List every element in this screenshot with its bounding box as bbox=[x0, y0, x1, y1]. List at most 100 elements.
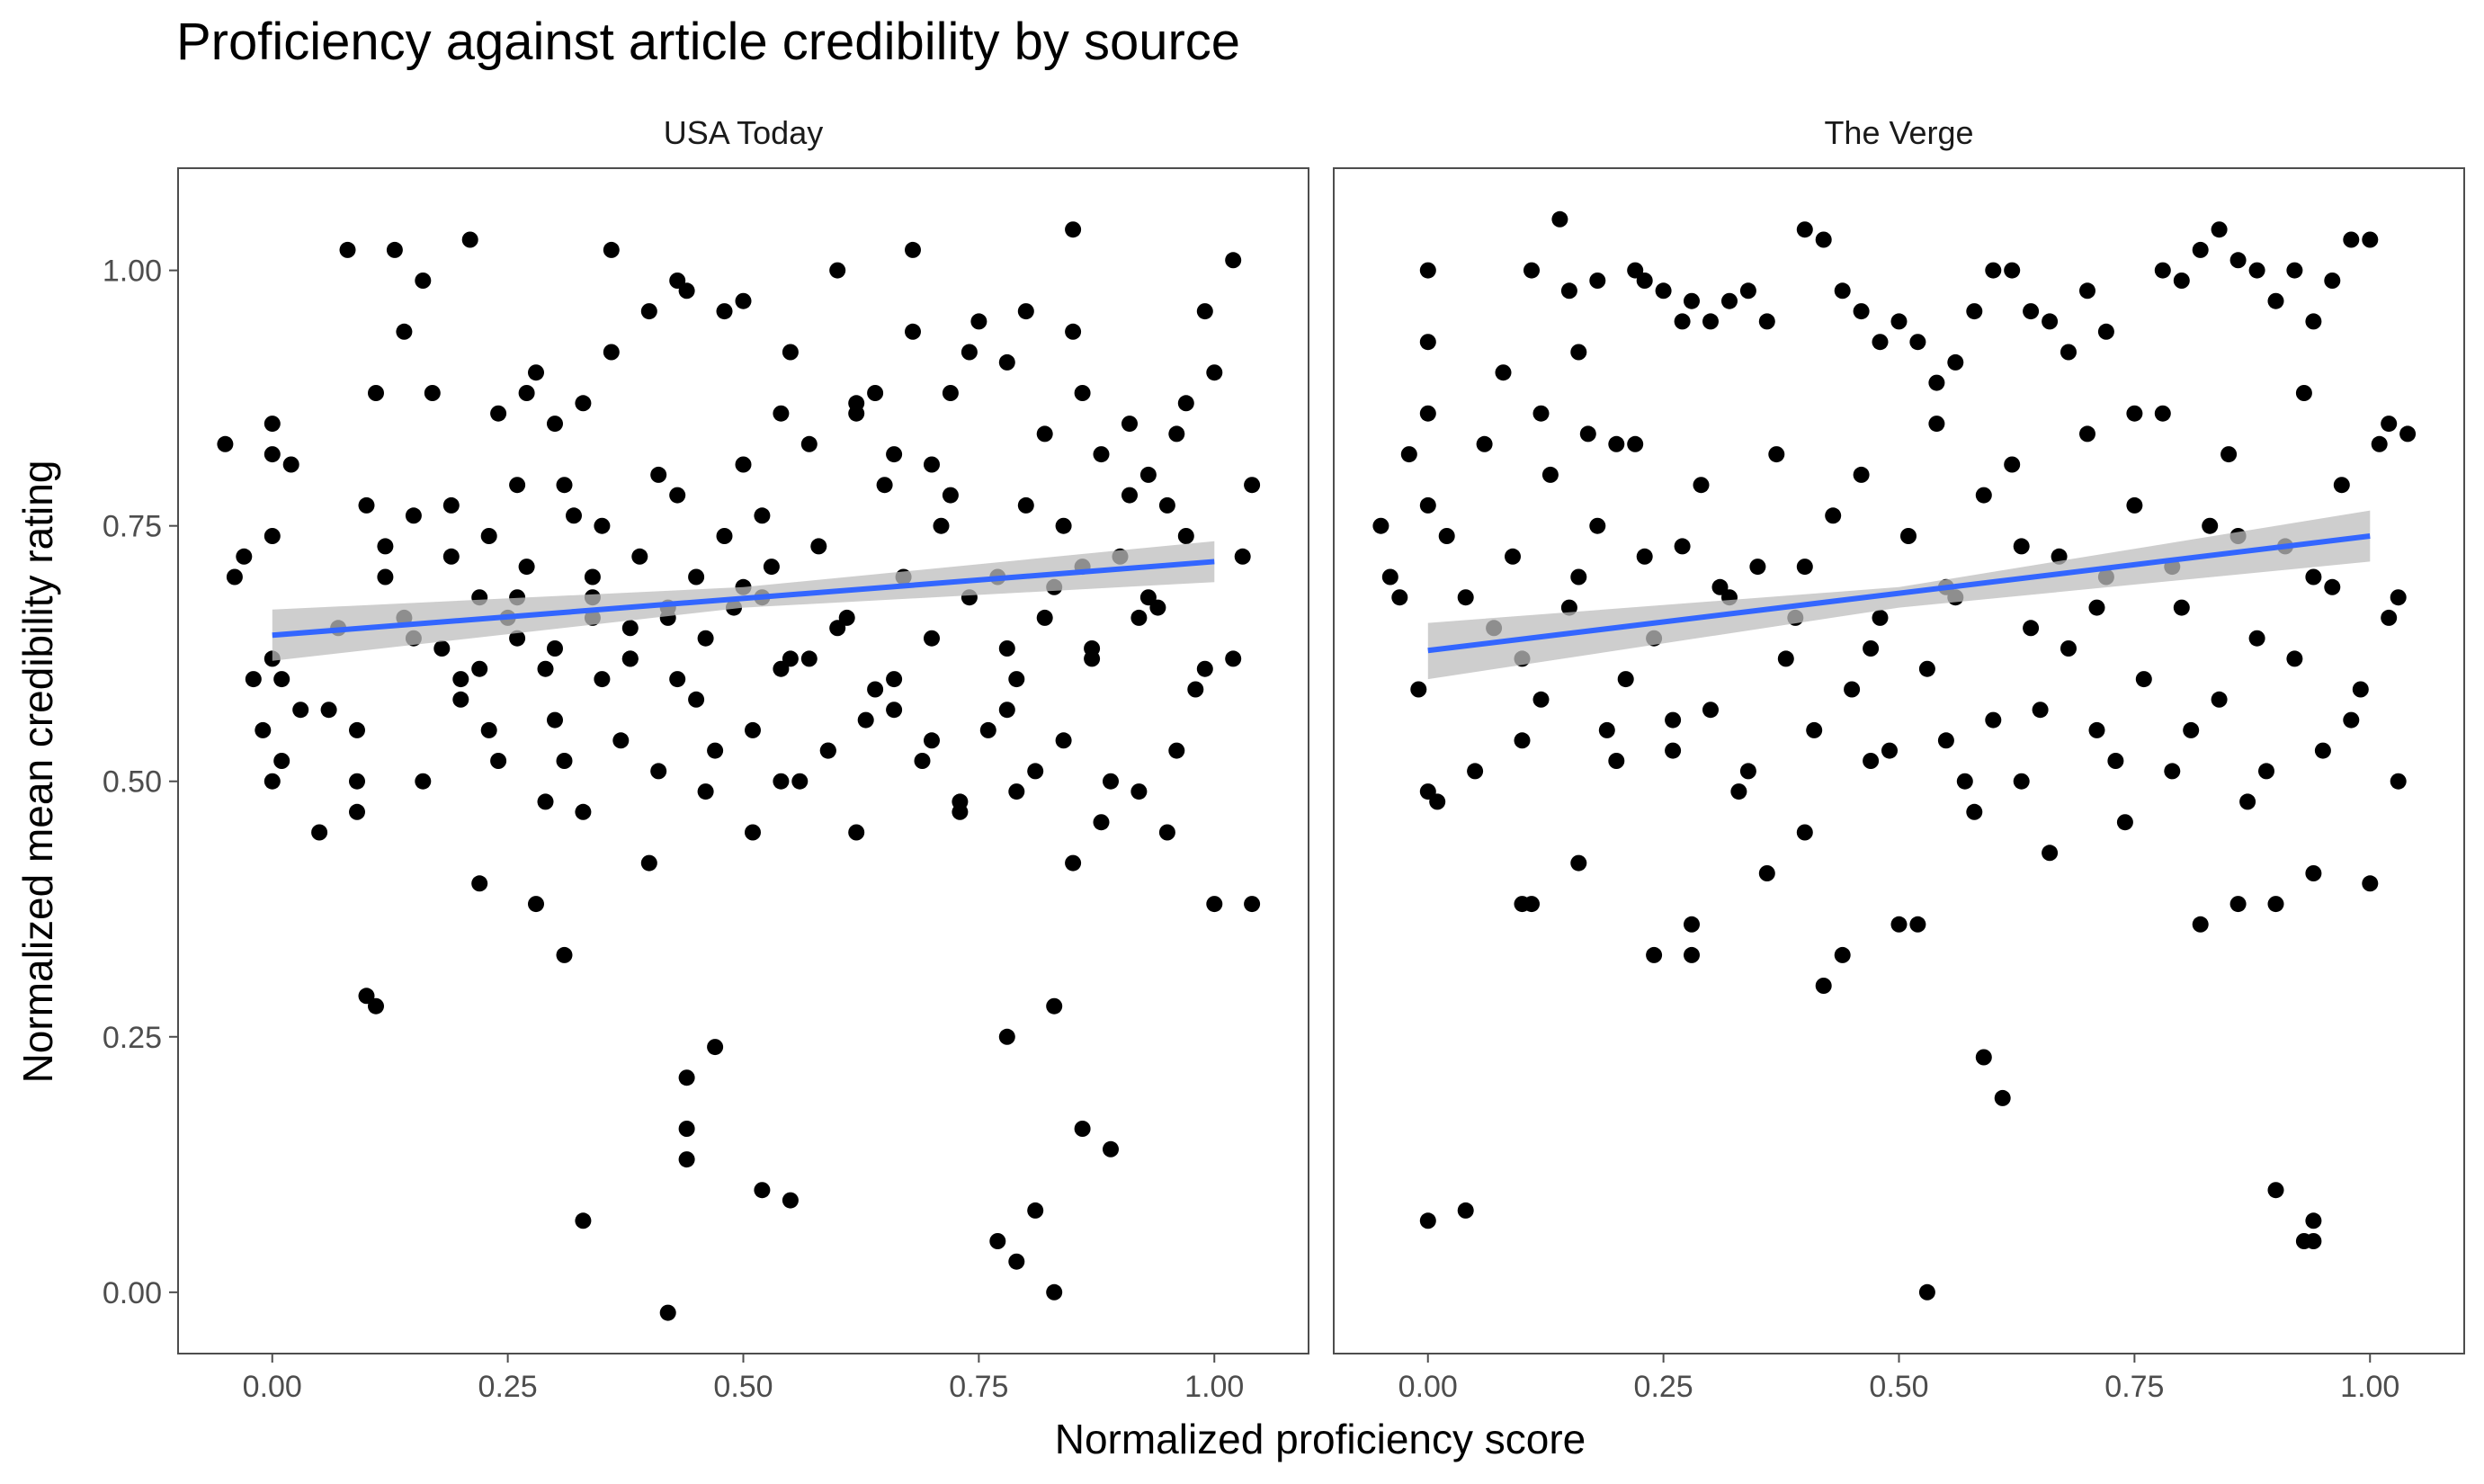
data-point bbox=[1646, 946, 1663, 963]
data-point bbox=[1900, 528, 1917, 544]
data-point bbox=[442, 496, 460, 514]
data-point bbox=[754, 507, 771, 524]
data-point bbox=[2164, 763, 2181, 780]
data-point bbox=[2362, 231, 2379, 248]
data-point bbox=[1139, 589, 1157, 606]
data-point bbox=[2324, 578, 2341, 595]
data-point bbox=[2032, 702, 2049, 719]
data-point bbox=[1975, 487, 1992, 504]
x-tick-label: 1.00 bbox=[2340, 1370, 2399, 1404]
data-point bbox=[735, 292, 752, 309]
data-point bbox=[1158, 824, 1175, 841]
data-point bbox=[1225, 650, 1242, 667]
data-point bbox=[2192, 241, 2209, 258]
data-point bbox=[773, 405, 790, 422]
regression-line bbox=[1427, 533, 2371, 654]
data-point bbox=[819, 742, 836, 759]
data-point bbox=[1956, 773, 1973, 790]
data-point bbox=[282, 456, 299, 473]
data-point bbox=[2305, 1233, 2322, 1249]
data-point bbox=[1872, 609, 1889, 626]
data-point bbox=[650, 763, 667, 780]
data-point bbox=[838, 609, 855, 626]
data-point bbox=[650, 466, 667, 483]
data-point bbox=[1149, 599, 1166, 616]
data-point bbox=[2239, 793, 2256, 810]
data-point bbox=[1121, 416, 1138, 433]
data-point bbox=[621, 620, 639, 637]
data-point bbox=[1834, 282, 1851, 299]
data-point bbox=[1853, 303, 1870, 320]
data-point bbox=[349, 803, 365, 820]
data-point bbox=[1196, 303, 1213, 320]
data-point bbox=[603, 241, 620, 258]
data-point bbox=[1928, 374, 1945, 391]
data-point bbox=[1608, 753, 1625, 769]
data-point bbox=[490, 753, 507, 769]
data-point bbox=[1093, 446, 1110, 463]
data-point bbox=[998, 640, 1015, 657]
data-point bbox=[1372, 517, 1389, 534]
data-point bbox=[697, 783, 714, 800]
data-point bbox=[509, 477, 526, 494]
data-point bbox=[264, 416, 281, 433]
data-point bbox=[745, 824, 761, 841]
data-point bbox=[349, 721, 365, 738]
data-point bbox=[471, 875, 488, 892]
data-point bbox=[1103, 1140, 1119, 1158]
data-point bbox=[848, 395, 865, 412]
data-point bbox=[1985, 711, 2002, 729]
data-point bbox=[245, 671, 262, 688]
data-point bbox=[2004, 262, 2021, 279]
data-point bbox=[1467, 763, 1484, 780]
data-point bbox=[1570, 854, 1587, 872]
data-point bbox=[1523, 262, 1540, 279]
data-point bbox=[368, 997, 384, 1015]
data-point bbox=[1121, 487, 1138, 504]
data-point bbox=[2079, 425, 2095, 443]
data-point bbox=[2088, 599, 2105, 616]
data-point bbox=[1410, 681, 1427, 698]
data-point bbox=[2202, 517, 2219, 534]
data-point bbox=[556, 753, 573, 769]
data-point bbox=[1130, 609, 1148, 626]
data-point bbox=[773, 660, 790, 677]
data-point bbox=[640, 854, 657, 872]
data-point bbox=[1815, 231, 1832, 248]
data-point bbox=[1684, 916, 1700, 933]
data-point bbox=[264, 773, 281, 790]
data-point bbox=[924, 732, 940, 749]
data-point bbox=[2267, 1182, 2284, 1199]
data-point bbox=[1796, 221, 1813, 238]
data-point bbox=[970, 313, 987, 330]
data-point bbox=[2107, 753, 2124, 769]
data-point bbox=[1177, 528, 1194, 544]
data-point bbox=[2013, 773, 2030, 790]
data-point bbox=[1177, 395, 1194, 412]
data-point bbox=[2295, 385, 2312, 401]
data-point bbox=[518, 559, 535, 576]
data-point bbox=[989, 1233, 1006, 1249]
data-point bbox=[537, 660, 554, 677]
data-point bbox=[1551, 210, 1568, 228]
data-point bbox=[1684, 292, 1700, 309]
data-point bbox=[1815, 978, 1832, 994]
data-point bbox=[1834, 946, 1851, 963]
facet-strip-label: The Verge bbox=[1824, 114, 1973, 151]
data-point bbox=[961, 344, 978, 361]
data-point bbox=[1806, 721, 1823, 738]
data-point bbox=[1541, 466, 1559, 483]
data-point bbox=[1693, 477, 1710, 494]
data-point bbox=[1532, 691, 1550, 708]
data-point bbox=[829, 620, 846, 637]
data-point bbox=[1918, 660, 1935, 677]
data-point bbox=[537, 793, 554, 810]
data-point bbox=[2229, 252, 2247, 269]
data-point bbox=[1928, 416, 1945, 433]
data-point bbox=[1476, 435, 1493, 452]
data-point bbox=[2154, 405, 2171, 422]
data-point bbox=[415, 773, 432, 790]
data-point bbox=[1863, 753, 1880, 769]
data-point bbox=[2042, 313, 2059, 330]
